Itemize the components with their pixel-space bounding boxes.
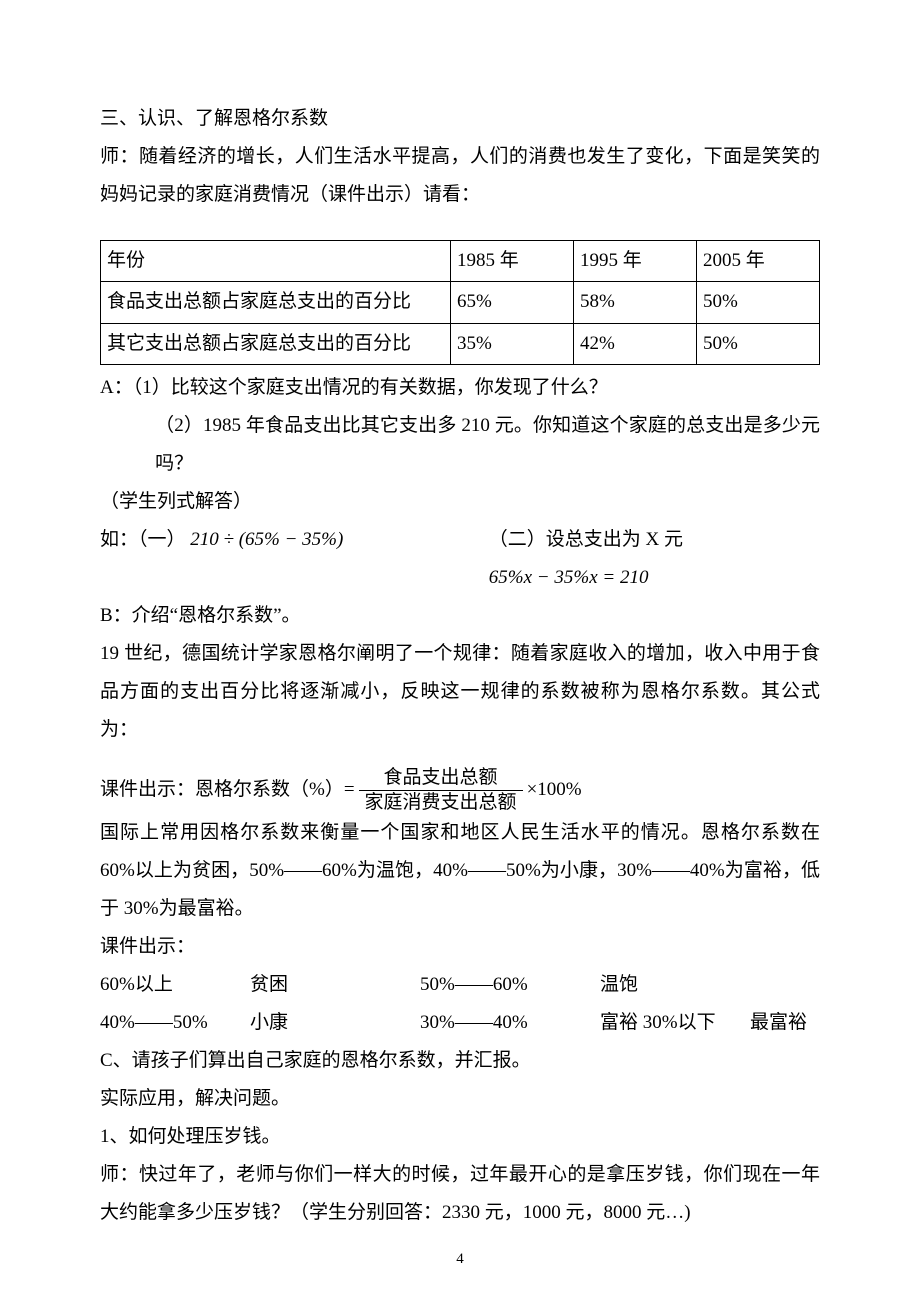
question-a1: A：（1）比较这个家庭支出情况的有关数据，你发现了什么？ [100,369,820,407]
fraction: 食品支出总额 家庭消费支出总额 [359,767,523,814]
level-label: 富裕 30%以下 [600,1004,750,1042]
eg-left-label: 如：（一） [100,529,186,550]
level-label: 小康 [250,1004,420,1042]
q1-text: （1）比较这个家庭支出情况的有关数据，你发现了什么？ [133,377,608,398]
example-left: 如：（一） 210 ÷ (65% − 35%) [100,521,489,559]
student-note: （学生列式解答） [100,483,820,521]
question-a2: （2）1985 年食品支出比其它支出多 210 元。你知道这个家庭的总支出是多少… [100,407,820,483]
table-row: 食品支出总额占家庭总支出的百分比 65% 58% 50% [101,282,820,323]
level-range: 60%以上 [100,966,250,1004]
table-cell: 58% [574,282,697,323]
table-cell: 食品支出总额占家庭总支出的百分比 [101,282,451,323]
teacher-intro: 师：随着经济的增长，人们生活水平提高，人们的消费也发生了变化，下面是笑笑的妈妈记… [100,138,820,214]
level-label: 温饱 [600,966,750,1004]
formula-suffix: ×100% [527,771,582,809]
eg-left-expr-b: (65% − 35%) [239,529,344,550]
page: 三、认识、了解恩格尔系数 师：随着经济的增长，人们生活水平提高，人们的消费也发生… [0,0,920,1302]
equation-line: 65%x − 35%x = 210 [100,559,820,597]
levels-row-2: 40%——50% 小康 30%——40% 富裕 30%以下 最富裕 [100,1004,820,1042]
table-row: 年份 1985 年 1995 年 2005 年 [101,241,820,282]
intl-paragraph: 国际上常用因格尔系数来衡量一个国家和地区人民生活水平的情况。恩格尔系数在 60%… [100,814,820,928]
teacher-question: 师：快过年了，老师与你们一样大的时候，过年最开心的是拿压岁钱，你们现在一年大约能… [100,1156,820,1232]
equation-text: 65%x − 35%x = 210 [489,567,649,588]
level-range: 50%——60% [420,966,600,1004]
table-cell: 其它支出总额占家庭总支出的百分比 [101,323,451,364]
level-label: 最富裕 [750,1004,820,1042]
formula-prefix: 课件出示：恩格尔系数（%）= [100,771,355,809]
b-label: B：介绍“恩格尔系数”。 [100,597,820,635]
table-cell: 50% [697,323,820,364]
eg-left-expr-a: 210 ÷ [190,529,238,550]
apply-line: 实际应用，解决问题。 [100,1080,820,1118]
spacer [100,214,820,232]
level-range: 30%——40% [420,1004,600,1042]
label-a: A： [100,377,133,398]
table-cell: 42% [574,323,697,364]
levels-row-1: 60%以上 贫困 50%——60% 温饱 [100,966,820,1004]
table-cell: 65% [451,282,574,323]
table-cell: 1985 年 [451,241,574,282]
fraction-denominator: 家庭消费支出总额 [359,790,523,814]
example-row: 如：（一） 210 ÷ (65% − 35%) （二）设总支出为 X 元 [100,521,820,559]
level-label [750,966,820,1004]
table-cell: 1995 年 [574,241,697,282]
item-1: 1、如何处理压岁钱。 [100,1118,820,1156]
spacer [100,749,820,767]
table-row: 其它支出总额占家庭总支出的百分比 35% 42% 50% [101,323,820,364]
courseware-show: 课件出示： [100,928,820,966]
table-cell: 年份 [101,241,451,282]
page-number: 4 [0,1244,920,1274]
table-cell: 2005 年 [697,241,820,282]
table-cell: 35% [451,323,574,364]
expenditure-table: 年份 1985 年 1995 年 2005 年 食品支出总额占家庭总支出的百分比… [100,240,820,365]
example-right: （二）设总支出为 X 元 [489,521,820,559]
section-title: 三、认识、了解恩格尔系数 [100,100,820,138]
b-paragraph: 19 世纪，德国统计学家恩格尔阐明了一个规律：随着家庭收入的增加，收入中用于食品… [100,635,820,749]
fraction-numerator: 食品支出总额 [378,767,504,790]
engel-formula: 课件出示：恩格尔系数（%）= 食品支出总额 家庭消费支出总额 ×100% [100,767,820,814]
level-label: 贫困 [250,966,420,1004]
table-cell: 50% [697,282,820,323]
c-line: C、请孩子们算出自己家庭的恩格尔系数，并汇报。 [100,1042,820,1080]
level-range: 40%——50% [100,1004,250,1042]
